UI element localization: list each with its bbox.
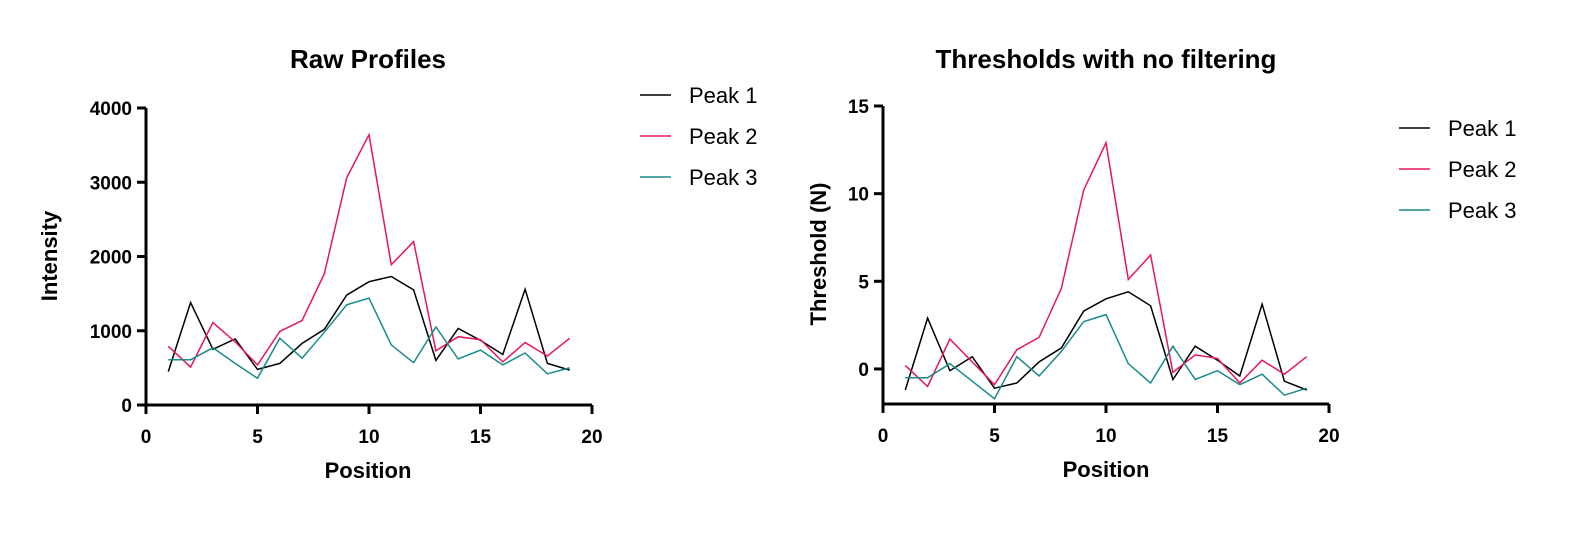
x-tick-label: 20 [1318,426,1339,447]
x-tick-label: 0 [878,426,889,447]
chart-title: Raw Profiles [290,44,446,74]
x-tick-label: 15 [1207,426,1229,447]
x-axis-label: Position [325,458,412,483]
y-tick-label: 4000 [90,99,132,120]
legend: Peak 1 Peak 2 Peak 3 [640,83,758,190]
y-tick-label: 15 [848,97,870,118]
x-tick-label: 10 [1095,426,1116,447]
series-line-peak-3 [168,297,570,380]
x-tick-label: 15 [470,427,492,448]
plot-area [904,140,1308,400]
legend-label: Peak 3 [689,165,758,190]
legend: Peak 1 Peak 2 Peak 3 [1399,116,1517,223]
series-line-peak-3 [905,313,1307,400]
x-tick-label: 0 [141,427,152,448]
x-tick-label: 20 [581,427,602,448]
chart-title: Thresholds with no filtering [936,44,1277,74]
axis-ticks: 0 5 10 15 20 0 1000 2000 3000 4000 [90,99,603,448]
chart-raw-profiles: Raw Profiles Position Intensity 0 5 10 15 20… [37,44,758,483]
axis-ticks: 0 5 10 15 20 0 5 10 15 [848,97,1340,447]
plot-area [167,132,571,380]
legend-label: Peak 1 [1448,116,1517,141]
y-tick-label: 0 [121,396,132,417]
legend-label: Peak 1 [689,83,758,108]
legend-label: Peak 2 [1448,157,1517,182]
y-tick-label: 3000 [90,173,132,194]
series-line-peak-1 [167,275,570,372]
series-line-peak-2 [904,140,1308,388]
x-tick-label: 5 [252,427,263,448]
x-axis-label: Position [1063,457,1150,482]
y-tick-label: 2000 [90,248,132,269]
y-tick-label: 0 [858,360,869,381]
y-tick-label: 10 [848,185,869,206]
legend-label: Peak 3 [1448,198,1517,223]
chart-thresholds: Thresholds with no filtering Position Th… [806,44,1517,482]
y-axis-label: Intensity [37,210,62,301]
x-tick-label: 5 [989,426,1000,447]
y-tick-label: 5 [858,272,869,293]
x-tick-label: 10 [358,427,379,448]
y-tick-label: 1000 [90,322,132,343]
series-line-peak-2 [167,132,571,369]
legend-label: Peak 2 [689,124,758,149]
y-axis-label: Threshold (N) [806,183,831,326]
series-line-peak-1 [904,290,1307,391]
